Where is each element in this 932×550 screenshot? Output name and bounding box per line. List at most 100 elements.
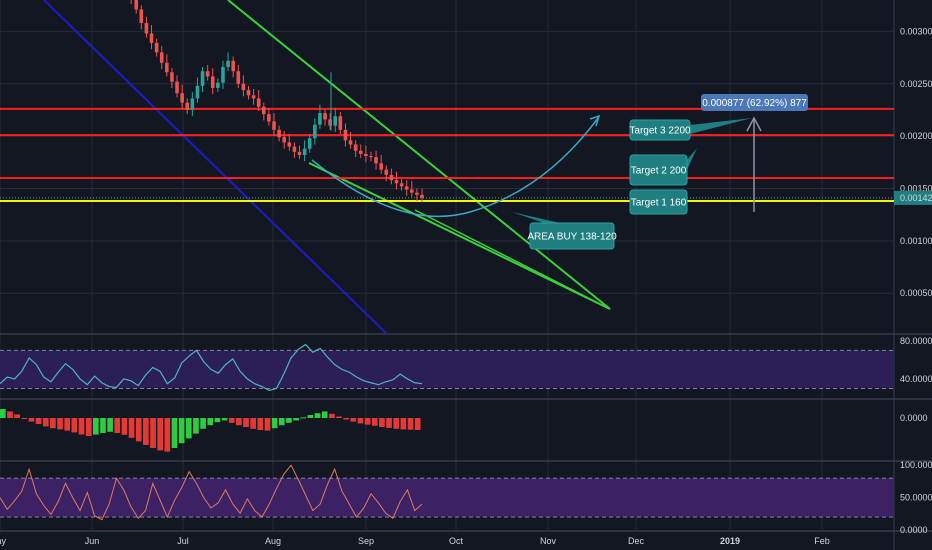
candle-body	[292, 146, 297, 152]
current-price-badge	[894, 190, 932, 205]
macd-bar	[14, 414, 20, 418]
candle-body	[394, 180, 399, 184]
rsi-zone	[0, 350, 894, 389]
macd-tick-label: 0.0000	[900, 413, 928, 423]
macd-bar	[0, 409, 6, 418]
macd-bar	[321, 411, 328, 418]
macd-bar	[171, 418, 178, 448]
target-2-callout-pointer	[687, 148, 697, 170]
macd-bar	[78, 418, 85, 435]
macd-bar	[107, 418, 113, 432]
macd-bar	[71, 418, 78, 433]
candle-body	[409, 189, 414, 193]
macd-bar	[257, 418, 264, 430]
measure-arrowhead	[746, 116, 762, 132]
macd-bar	[379, 418, 385, 427]
macd-bar	[100, 418, 106, 433]
time-tick-label: Jul	[177, 536, 189, 546]
candle-body	[323, 113, 327, 120]
candle-body	[364, 153, 368, 157]
candle-body	[313, 124, 317, 139]
stoch-tick-label: 100.0000	[900, 460, 932, 470]
rsi-tick-label: 80.0000	[900, 336, 932, 346]
stoch-tick-label: 0.0000	[900, 525, 928, 535]
candle-body	[246, 90, 251, 96]
macd-bar	[286, 418, 292, 423]
macd-bar	[336, 416, 342, 418]
macd-bar	[50, 418, 56, 429]
candle-body	[272, 121, 276, 130]
candle-body	[399, 183, 404, 187]
candle-body	[318, 113, 322, 125]
time-tick-label: Aug	[265, 536, 281, 546]
candle-body	[297, 151, 302, 155]
candle-body	[175, 81, 179, 94]
target-2-callout-text: Target 2 200	[631, 166, 687, 177]
area-buy-callout-box	[529, 222, 615, 250]
candle-body	[170, 72, 174, 82]
grid	[0, 0, 894, 530]
macd-bar	[21, 418, 28, 419]
candle-body	[369, 156, 373, 158]
candle-body	[134, 0, 139, 10]
macd-bar	[164, 418, 171, 452]
macd-bar	[400, 418, 407, 430]
macd-bar	[7, 411, 13, 418]
time-tick-label: Jun	[85, 536, 100, 546]
candle-body	[154, 42, 159, 53]
macd-bar	[143, 418, 149, 445]
macd-bar	[114, 418, 121, 433]
macd-bar	[200, 418, 206, 429]
macd-bar	[371, 418, 378, 426]
measure-label-text: 0.000877 (62.92%) 877	[702, 98, 807, 109]
time-tick-label: 2019	[720, 536, 740, 546]
candle-body	[139, 9, 144, 24]
projection-arc	[311, 117, 599, 218]
candle-body	[404, 186, 409, 190]
macd-bar	[300, 417, 307, 419]
macd-bar	[178, 418, 185, 444]
macd-bar	[207, 418, 214, 426]
macd-bar	[357, 418, 364, 424]
blue-trendline	[43, 0, 387, 334]
macd-bar	[386, 418, 392, 428]
candle-body	[307, 138, 312, 149]
candle-body	[338, 116, 343, 130]
macd-bar	[135, 418, 142, 442]
macd-bar	[57, 418, 63, 430]
macd-bar	[236, 418, 242, 426]
time-tick-label: Nov	[540, 536, 557, 546]
green-trendline-inner	[414, 209, 611, 310]
time-tick-label: Oct	[449, 536, 464, 546]
area-buy-callout-pointer	[512, 212, 560, 223]
target-3-callout-text: Target 3 2200	[629, 126, 691, 137]
macd-bar	[343, 418, 349, 420]
candle-body	[261, 106, 266, 115]
macd-bar	[157, 418, 164, 451]
candle-body	[343, 129, 348, 141]
candle-body	[165, 62, 169, 73]
candle-body	[333, 116, 338, 126]
projection-arrowhead	[589, 114, 601, 127]
target-1-callout-box	[629, 189, 688, 215]
macd-bar	[28, 418, 35, 422]
macd-bar	[293, 418, 299, 421]
candle-body	[190, 98, 195, 110]
macd-panel	[0, 409, 421, 452]
macd-bar	[307, 415, 314, 418]
macd-bar	[393, 418, 400, 429]
candle-body	[205, 71, 210, 77]
candle-body	[267, 114, 271, 122]
candle-body	[389, 174, 394, 181]
price-panel: 0.000877 (62.92%) 877 Target 3 2200 Target…	[0, 0, 894, 334]
candle-body	[195, 85, 200, 99]
candle-body	[221, 67, 225, 83]
macd-bar	[214, 418, 221, 423]
macd-bar	[407, 418, 414, 430]
